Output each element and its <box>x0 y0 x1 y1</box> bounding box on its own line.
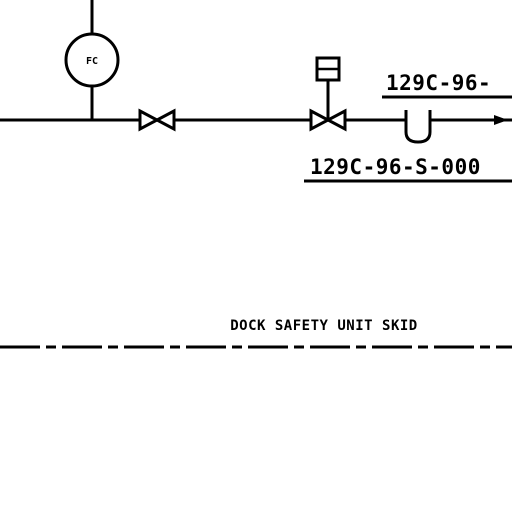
line-tag-upper: 129C-96- <box>386 71 491 95</box>
gate-valve-left <box>138 108 161 132</box>
flow-arrow-icon <box>494 115 508 125</box>
control-valve[interactable] <box>309 56 347 132</box>
instrument-label: FC <box>86 56 98 67</box>
gate-valve[interactable] <box>138 108 176 132</box>
line-tag-lower: 129C-96-S-000 <box>310 155 481 179</box>
control-valve-right <box>324 108 347 132</box>
line-fitting-symbol <box>404 110 432 144</box>
control-valve-left <box>309 108 332 132</box>
gate-valve-right <box>153 108 176 132</box>
flow-controller-instrument[interactable]: FC <box>64 32 120 88</box>
skid-label: DOCK SAFETY UNIT SKID <box>230 318 418 334</box>
